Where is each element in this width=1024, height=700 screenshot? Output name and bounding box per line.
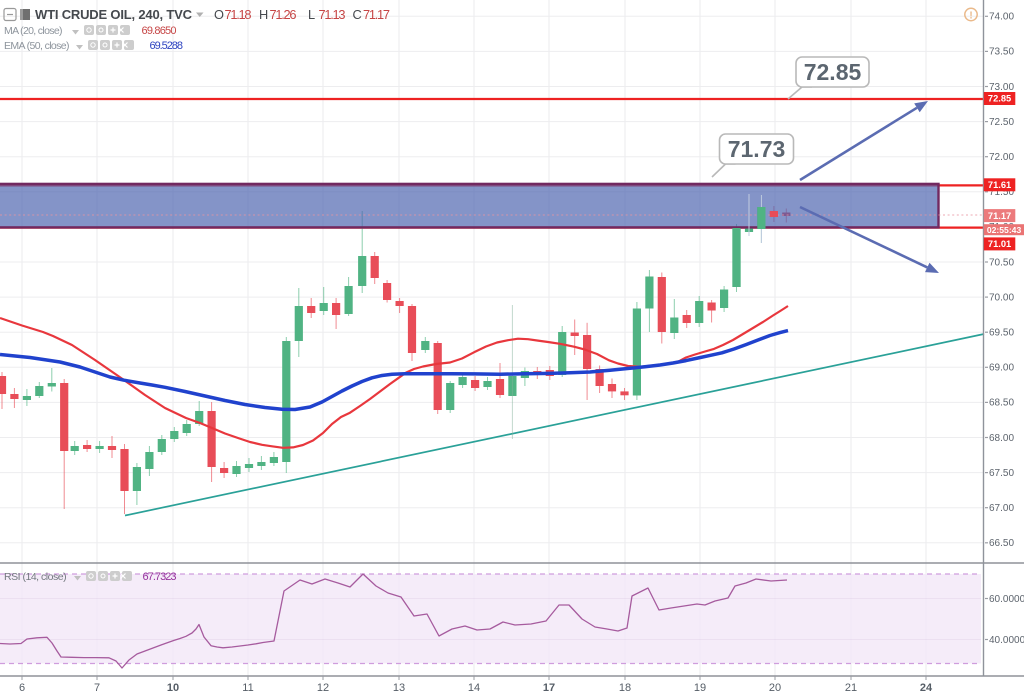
svg-text:68.50: 68.50 (989, 398, 1014, 409)
svg-text:O: O (214, 7, 224, 22)
svg-text:70.50: 70.50 (989, 257, 1014, 268)
svg-text:72.50: 72.50 (989, 117, 1014, 128)
svg-text:MA (20, close): MA (20, close) (4, 25, 63, 37)
svg-text:72.85: 72.85 (804, 59, 862, 85)
svg-text:6: 6 (19, 682, 25, 694)
svg-text:WTI CRUDE OIL, 240, TVC: WTI CRUDE OIL, 240, TVC (35, 7, 193, 22)
svg-text:40.0000: 40.0000 (989, 635, 1024, 646)
svg-text:67.00: 67.00 (989, 503, 1014, 514)
svg-text:70.00: 70.00 (989, 292, 1014, 303)
svg-text:60.0000: 60.0000 (989, 594, 1024, 605)
svg-text:12: 12 (317, 682, 329, 694)
svg-text:71.50: 71.50 (989, 187, 1014, 198)
svg-text:71.26: 71.26 (270, 7, 297, 22)
svg-text:66.50: 66.50 (989, 538, 1014, 549)
svg-text:68.00: 68.00 (989, 433, 1014, 444)
svg-text:71.13: 71.13 (319, 7, 346, 22)
svg-text:69.8650: 69.8650 (142, 25, 177, 37)
svg-text:H: H (259, 7, 268, 22)
svg-text:69.5288: 69.5288 (150, 40, 184, 52)
svg-text:74.00: 74.00 (989, 12, 1014, 23)
svg-text:71.73: 71.73 (728, 136, 786, 162)
svg-text:71.18: 71.18 (225, 7, 252, 22)
svg-text:73.00: 73.00 (989, 82, 1014, 93)
svg-text:14: 14 (468, 682, 480, 694)
svg-text:24: 24 (920, 682, 933, 694)
svg-text:RSI (14, close): RSI (14, close) (4, 571, 67, 583)
svg-text:L: L (308, 7, 315, 22)
svg-text:C: C (353, 7, 362, 22)
svg-text:71.01: 71.01 (988, 239, 1011, 249)
svg-text:7: 7 (94, 682, 100, 694)
svg-text:20: 20 (769, 682, 781, 694)
svg-text:67.7323: 67.7323 (143, 571, 177, 583)
svg-text:19: 19 (694, 682, 706, 694)
svg-text:11: 11 (242, 682, 253, 694)
svg-text:67.50: 67.50 (989, 468, 1014, 479)
svg-text:71.61: 71.61 (988, 180, 1011, 190)
svg-text:69.50: 69.50 (989, 328, 1014, 339)
svg-text:21: 21 (845, 682, 857, 694)
svg-text:72.85: 72.85 (988, 94, 1011, 104)
svg-text:73.50: 73.50 (989, 47, 1014, 58)
svg-text:02:55:43: 02:55:43 (987, 225, 1022, 235)
svg-text:!: ! (969, 10, 972, 21)
svg-text:69.00: 69.00 (989, 363, 1014, 374)
svg-text:18: 18 (619, 682, 631, 694)
svg-text:17: 17 (543, 682, 555, 694)
svg-text:71.17: 71.17 (988, 211, 1011, 221)
svg-text:13: 13 (393, 682, 405, 694)
svg-text:10: 10 (167, 682, 179, 694)
svg-text:71.17: 71.17 (363, 7, 390, 22)
svg-text:72.00: 72.00 (989, 152, 1014, 163)
svg-text:EMA (50, close): EMA (50, close) (4, 40, 70, 52)
